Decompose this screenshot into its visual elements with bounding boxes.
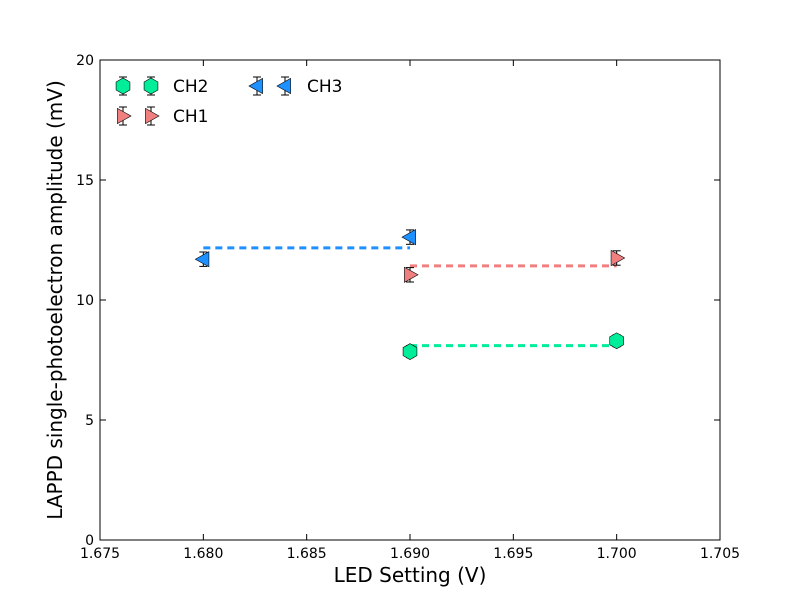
x-tick-label: 1.675 [80,546,120,562]
data-point-ch3 [194,251,210,268]
legend-label: CH3 [307,77,342,97]
x-tick-label: 1.700 [597,546,637,562]
data-point-ch1 [610,249,626,267]
y-tick-label: 15 [76,173,94,189]
y-tick-label: 5 [85,413,94,429]
data-point-ch3 [401,229,416,246]
x-tick-label: 1.680 [183,546,223,562]
data-point-ch2 [402,343,418,360]
legend-marker [145,107,160,125]
legend-item-ch3: CH3 [248,76,342,97]
legend-marker [115,77,131,95]
legend-marker [276,77,291,95]
data-point-ch2 [609,332,624,350]
data-point-ch1 [404,266,419,283]
x-tick-label: 1.705 [700,546,740,562]
legend-marker [248,77,263,95]
x-tick-label: 1.685 [287,546,327,562]
plot-area [99,59,721,541]
y-tick-label: 10 [76,293,94,309]
y-axis-label: LAPPD single-photoelectron amplitude (mV… [43,80,67,520]
legend-label: CH2 [173,77,208,97]
legend-item-ch2: CH2 [115,76,208,97]
y-tick-label: 0 [85,533,94,549]
legend-marker [143,77,159,95]
x-tick-label: 1.690 [390,546,430,562]
legend-item-ch1: CH1 [117,106,208,127]
legend-label: CH1 [173,107,208,127]
x-axis-label: LED Setting (V) [334,563,487,587]
data-points [194,229,626,360]
fit-lines [203,246,617,348]
y-tick-label: 20 [76,53,94,69]
axis-ticks: 1.675 1.680 1.685 1.690 1.695 1.700 1.705 0 5 10 1… [76,53,740,562]
legend-marker [117,107,132,125]
x-tick-label: 1.695 [493,546,533,562]
legend: CH2 CH1 CH3 [115,76,342,127]
